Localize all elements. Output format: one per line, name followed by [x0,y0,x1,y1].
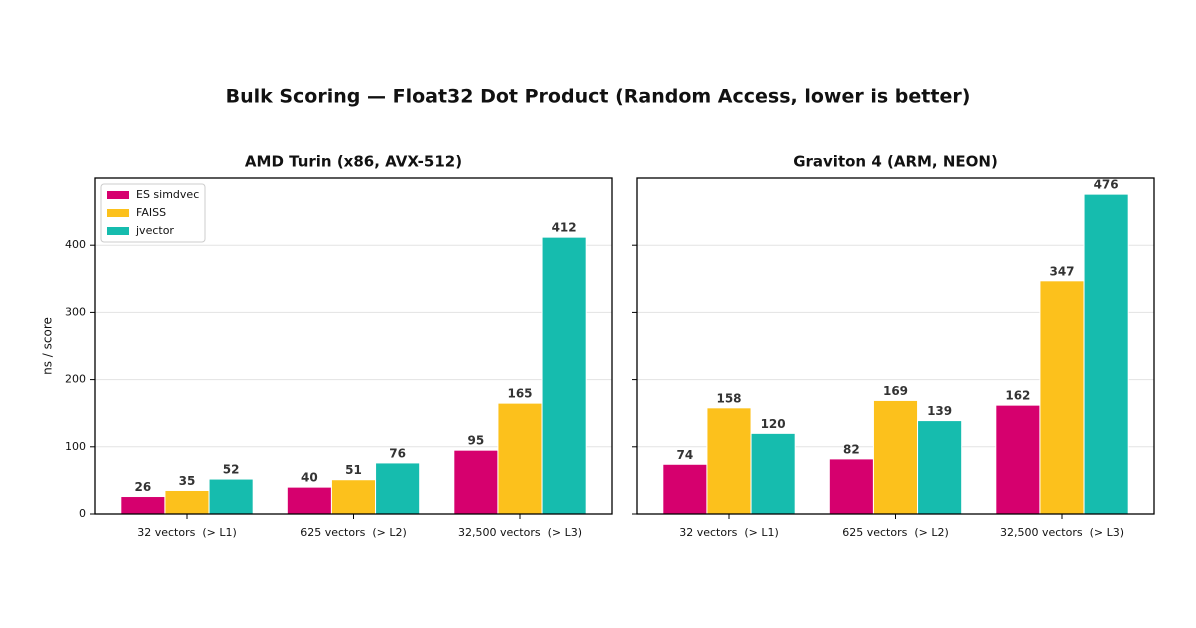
legend-swatch [107,191,129,199]
x-tick-label: 625 vectors (> L2) [300,526,407,539]
bar [497,402,543,515]
figure-title: Bulk Scoring — Float32 Dot Product (Rand… [226,86,971,108]
x-tick-label: 32 vectors (> L1) [679,526,779,539]
value-label: 412 [552,221,577,235]
value-label: 76 [389,446,406,460]
plot-frame [636,177,1155,515]
value-label: 162 [1005,389,1030,403]
x-tick-label: 32 vectors (> L1) [137,526,237,539]
bar [1083,193,1129,515]
bar [120,496,166,515]
y-axis-label: ns / score [41,317,55,375]
y-tick-label: 300 [65,305,86,318]
value-label: 35 [179,474,196,488]
bar [375,462,421,515]
legend: ES simdvec FAISS jvector [100,183,206,243]
value-label: 82 [843,442,860,456]
x-tick-label: 32,500 vectors (> L3) [458,526,582,539]
y-tick-label: 100 [65,440,86,453]
bar [828,458,874,515]
value-label: 139 [927,404,952,418]
bar [750,432,796,515]
value-label: 40 [301,471,318,485]
bar [208,478,254,515]
value-label: 51 [345,463,362,477]
plot-frame [94,177,613,515]
value-label: 26 [135,480,152,494]
bar [164,489,210,515]
value-label: 476 [1094,178,1119,192]
x-tick-label: 32,500 vectors (> L3) [1000,526,1124,539]
bar [453,449,499,515]
value-label: 347 [1049,264,1074,278]
chart-title: Graviton 4 (ARM, NEON) [793,153,998,171]
bar [330,479,377,515]
y-tick-label: 200 [65,373,86,386]
value-label: 74 [677,448,694,462]
legend-label: ES simdvec [136,188,199,201]
bar [662,463,708,515]
bar [872,399,919,515]
chart-title: AMD Turin (x86, AVX-512) [245,153,462,171]
bar [286,486,332,515]
bar [995,404,1041,515]
bar [917,420,963,515]
legend-swatch [107,209,129,217]
value-label: 165 [507,387,532,401]
value-label: 120 [761,417,786,431]
bar [541,236,587,515]
bar [1039,280,1085,515]
legend-label: jvector [135,224,174,237]
y-tick-label: 0 [79,507,86,520]
value-label: 52 [223,463,240,477]
value-label: 169 [883,384,908,398]
legend-label: FAISS [136,206,166,219]
legend-swatch [107,227,129,235]
x-tick-label: 625 vectors (> L2) [842,526,949,539]
value-label: 158 [716,391,741,405]
bar [706,407,752,515]
value-label: 95 [468,434,485,448]
y-tick-label: 400 [65,238,86,251]
